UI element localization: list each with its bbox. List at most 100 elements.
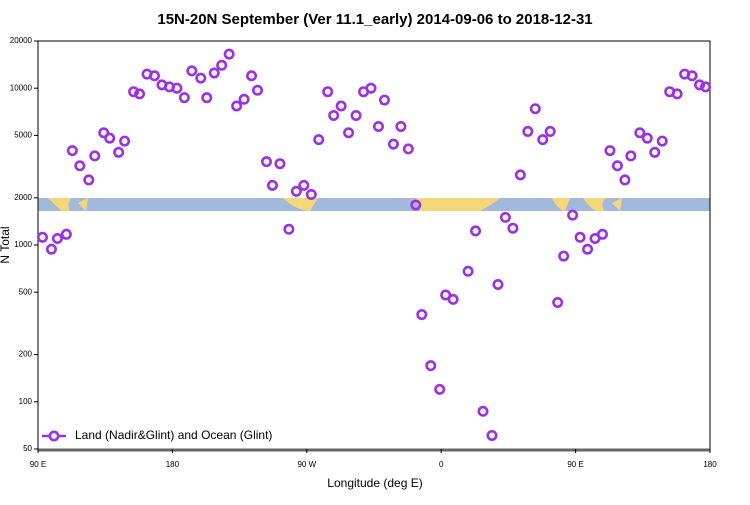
data-point: [128, 86, 140, 98]
data-point: [113, 146, 125, 158]
data-point: [447, 293, 459, 305]
data-point: [686, 70, 698, 82]
data-point: [529, 103, 541, 115]
x-tick-label: 90 W: [297, 460, 316, 469]
data-point: [83, 174, 95, 186]
data-point: [514, 169, 526, 181]
data-point: [425, 360, 437, 372]
data-point: [462, 265, 474, 277]
data-point: [537, 134, 549, 146]
data-point: [416, 309, 428, 321]
data-point: [322, 86, 334, 98]
data-point: [641, 132, 653, 144]
data-point: [574, 231, 586, 243]
legend: Land (Nadir&Glint) and Ocean (Glint): [42, 428, 272, 442]
data-point: [104, 132, 116, 144]
y-tick-label: 50: [23, 444, 32, 453]
x-axis-label: Longitude (deg E): [327, 476, 422, 490]
data-point: [283, 223, 295, 235]
x-tick-label: 180: [166, 460, 180, 469]
y-tick-label: 5000: [14, 131, 32, 140]
data-point: [171, 82, 183, 94]
data-point: [611, 160, 623, 172]
data-point: [98, 127, 110, 139]
data-point: [387, 138, 399, 150]
x-tick-label: 90 E: [30, 460, 46, 469]
data-point: [89, 150, 101, 162]
data-point: [486, 429, 498, 441]
data-point: [395, 120, 407, 132]
data-point: [470, 225, 482, 237]
y-tick-label: 200: [19, 350, 33, 359]
data-point: [201, 92, 213, 104]
data-point: [492, 278, 504, 290]
data-point: [552, 296, 564, 308]
y-tick-label: 100: [19, 397, 33, 406]
data-point: [365, 82, 377, 94]
y-tick-label: 10000: [10, 83, 33, 92]
data-point: [507, 222, 519, 234]
data-point: [274, 158, 286, 170]
data-point: [402, 143, 414, 155]
data-point: [343, 127, 355, 139]
data-point: [195, 72, 207, 84]
data-point: [231, 100, 243, 112]
data-point: [410, 199, 422, 211]
y-tick-label: 500: [19, 287, 33, 296]
land-shape: [48, 198, 622, 211]
map-strip: [38, 198, 710, 211]
data-point: [328, 109, 340, 121]
data-point: [60, 228, 72, 240]
chart-title: 15N-20N September (Ver 11.1_early) 2014-…: [157, 11, 592, 28]
data-point: [66, 145, 78, 157]
legend-marker: [48, 430, 60, 442]
data-point: [178, 92, 190, 104]
data-point: [477, 405, 489, 417]
data-point: [223, 48, 235, 60]
data-point: [298, 179, 310, 191]
data-point: [350, 109, 362, 121]
y-tick-label: 1000: [14, 240, 32, 249]
data-point: [290, 185, 302, 197]
data-point: [266, 179, 278, 191]
data-point: [625, 150, 637, 162]
data-point: [216, 59, 228, 71]
data-point: [45, 243, 57, 255]
data-point: [74, 160, 86, 172]
y-axis-label: N Total: [0, 226, 12, 263]
data-point: [544, 125, 556, 137]
data-point: [604, 145, 616, 157]
data-point: [186, 65, 198, 77]
data-point: [36, 231, 48, 243]
data-point: [252, 84, 264, 96]
x-tick-label: 0: [439, 460, 444, 469]
data-point: [208, 67, 220, 79]
data-point: [634, 127, 646, 139]
y-tick-label: 20000: [10, 36, 33, 45]
data-point: [378, 94, 390, 106]
data-point: [619, 174, 631, 186]
data-point: [656, 135, 668, 147]
data-point: [372, 120, 384, 132]
data-point: [434, 383, 446, 395]
data-point: [558, 250, 570, 262]
legend-label: Land (Nadir&Glint) and Ocean (Glint): [75, 428, 272, 442]
x-tick-label: 180: [703, 460, 717, 469]
data-point: [246, 70, 258, 82]
ocean-band: [38, 198, 710, 211]
data-point: [134, 88, 146, 100]
data-point: [567, 209, 579, 221]
data-point: [119, 135, 131, 147]
data-point: [335, 100, 347, 112]
x-tick-label: 90 E: [567, 460, 583, 469]
data-point: [694, 79, 706, 91]
data-point: [596, 228, 608, 240]
data-point: [305, 188, 317, 200]
data-point: [649, 146, 661, 158]
data-point: [51, 233, 63, 245]
data-point: [582, 243, 594, 255]
data-point: [313, 134, 325, 146]
data-point: [671, 88, 683, 100]
